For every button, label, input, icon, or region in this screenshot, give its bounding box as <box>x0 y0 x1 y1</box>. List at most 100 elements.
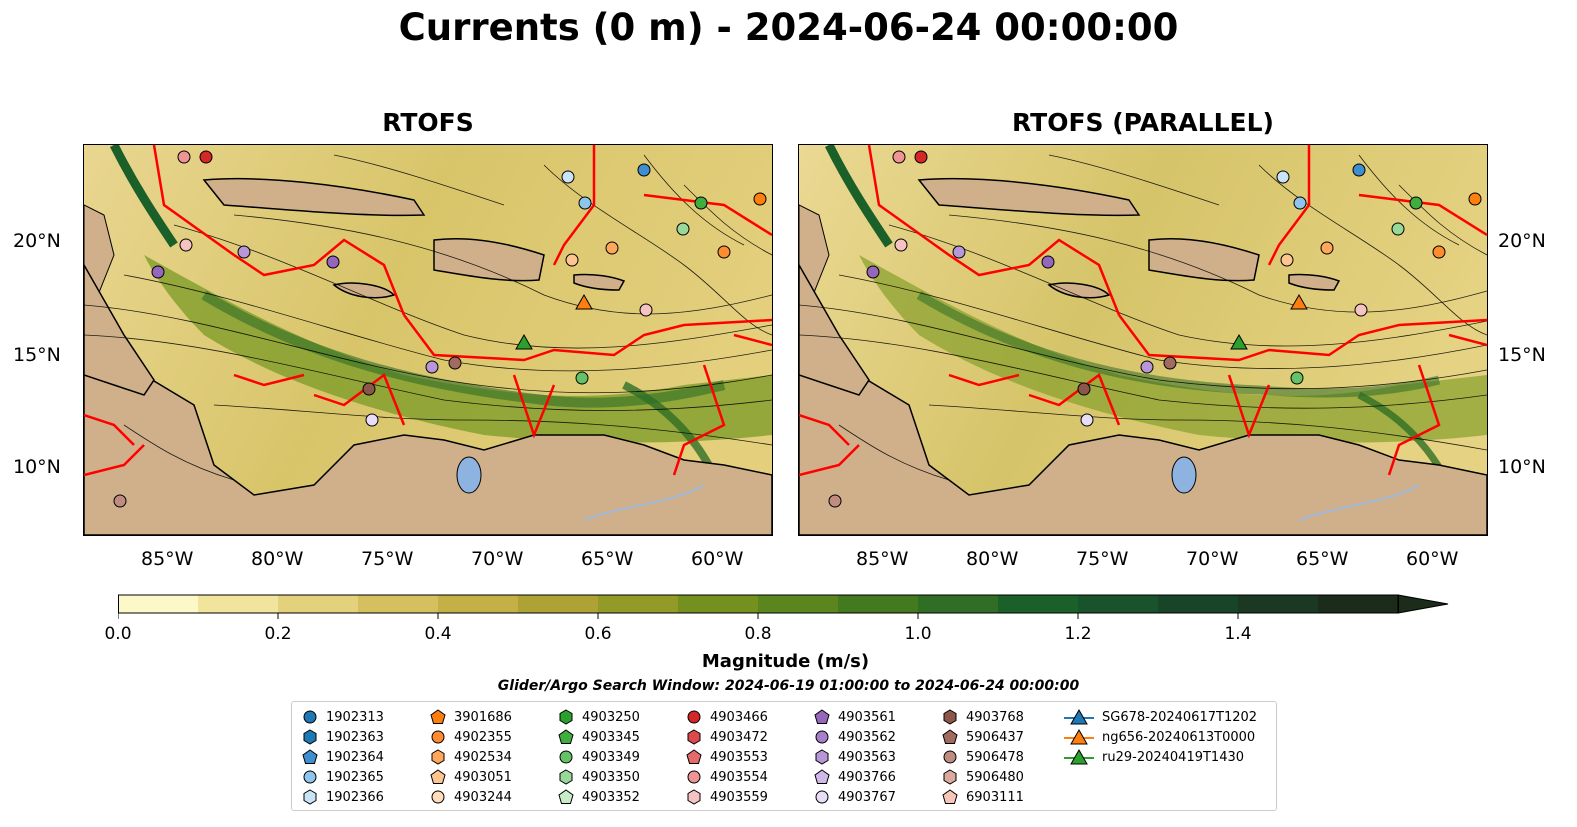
lat-label-10n: 10°N <box>1498 456 1546 478</box>
legend-label: 1902364 <box>326 749 384 765</box>
colorbar-tick-label: 0.2 <box>264 624 292 644</box>
legend-marker-hexagon <box>431 749 445 765</box>
legend-item: 4903561 <box>814 707 896 727</box>
colorbar-segment <box>118 595 199 613</box>
panel-title: RTOFS (PARALLEL) <box>1012 108 1274 137</box>
colorbar-segment <box>278 595 359 613</box>
land-hispaniola <box>433 237 545 282</box>
lon-label-65w: 65°W <box>581 548 634 570</box>
legend-marker-triangle <box>1064 729 1094 745</box>
legend-marker-triangle <box>1064 749 1094 765</box>
legend-label: 4903766 <box>838 769 896 785</box>
legend-label: 1902363 <box>326 729 384 745</box>
river <box>583 484 705 521</box>
legend-label: 4903472 <box>710 729 768 745</box>
lon-label-75w: 75°W <box>1076 548 1129 570</box>
colorbar-label: Magnitude (m/s) <box>701 651 870 672</box>
panel-title: RTOFS <box>382 108 474 137</box>
legend-label: 4903767 <box>838 789 896 805</box>
legend-marker-pentagon <box>942 729 958 744</box>
land-central-america <box>84 263 155 396</box>
map-rtofs-parallel <box>798 144 1488 536</box>
colorbar-segment <box>1158 595 1239 613</box>
legend-marker-pentagon <box>430 769 446 784</box>
legend-label: SG678-20240617T1202 <box>1102 709 1258 725</box>
current-map-svg <box>84 145 772 535</box>
colorbar-segment <box>758 595 839 613</box>
legend-marker-pentagon <box>558 789 574 804</box>
legend-item: 4903553 <box>686 747 768 767</box>
figure-title: Currents (0 m) - 2024-06-24 00:00:00 <box>398 6 1179 49</box>
streamlines <box>84 154 772 481</box>
legend-marker-circle <box>303 710 317 724</box>
colorbar-segment <box>1238 595 1319 613</box>
colorbar-segment <box>518 595 599 613</box>
legend-item: 4903250 <box>558 707 640 727</box>
legend-item: 4903350 <box>558 767 640 787</box>
colorbar-segment <box>678 595 759 613</box>
colorbar-tick-label: 0.8 <box>744 624 772 644</box>
legend-marker-circle <box>815 730 829 744</box>
legend-label: 4903349 <box>582 749 640 765</box>
legend-marker-pentagon <box>814 769 830 784</box>
legend-marker-pentagon <box>558 729 574 744</box>
float-markers <box>113 150 767 508</box>
legend-label: 4903563 <box>838 749 896 765</box>
legend-marker-hexagon <box>687 789 701 805</box>
map-rtofs <box>83 144 773 536</box>
land-central-america <box>799 263 870 396</box>
colorbar-segment <box>1318 595 1399 613</box>
legend-item: 4903559 <box>686 787 768 807</box>
lat-label-10n: 10°N <box>13 456 61 478</box>
map-panel-rtofs: RTOFS <box>13 108 773 570</box>
legend-item: 4903244 <box>430 787 512 807</box>
lon-label-75w: 75°W <box>361 548 414 570</box>
float-markers <box>828 150 1482 508</box>
lon-label-85w: 85°W <box>141 548 194 570</box>
legend-item: 4903051 <box>430 767 512 787</box>
legend-label: ru29-20240419T1430 <box>1102 749 1245 765</box>
legend-label: ng656-20240613T0000 <box>1102 729 1256 745</box>
land-puerto-rico <box>1288 273 1341 291</box>
map-panel-rtofs-parallel: RTOFS (PARALLEL) <box>798 108 1546 570</box>
legend-label: 5906437 <box>966 729 1024 745</box>
legend-label: 4903350 <box>582 769 640 785</box>
legend-marker-circle <box>687 770 701 784</box>
legend-label: 4903244 <box>454 789 512 805</box>
legend-item: 1902363 <box>302 727 384 747</box>
current-map-svg <box>799 145 1487 535</box>
land-cuba <box>917 177 1141 217</box>
legend-label: 4903352 <box>582 789 640 805</box>
legend-label: 4903554 <box>710 769 768 785</box>
legend-marker-circle <box>815 790 829 804</box>
legend-marker-circle <box>303 770 317 784</box>
legend-item: SG678-20240617T1202 <box>1064 707 1258 727</box>
colorbar-tick-label: 1.4 <box>1224 624 1252 644</box>
lon-label-80w: 80°W <box>251 548 304 570</box>
legend-marker-pentagon <box>686 749 702 764</box>
legend-marker-circle <box>687 710 701 724</box>
legend-item: 1902313 <box>302 707 384 727</box>
river <box>1298 484 1420 521</box>
colorbar-extend-arrow <box>1397 594 1449 614</box>
colorbar-segment <box>198 595 279 613</box>
legend-label: 4903250 <box>582 709 640 725</box>
legend-marker-hexagon <box>559 769 573 785</box>
lat-label-15n: 15°N <box>13 344 61 366</box>
land-jamaica <box>332 282 396 299</box>
lon-label-60w: 60°W <box>1406 548 1459 570</box>
land-south-america <box>84 364 772 535</box>
colorbar-segment <box>438 595 519 613</box>
lat-label-15n: 15°N <box>1498 344 1546 366</box>
legend-label: 6903111 <box>966 789 1024 805</box>
legend-label: 4903466 <box>710 709 768 725</box>
legend-item: 5906478 <box>942 747 1024 767</box>
lake-maracaibo <box>456 456 482 494</box>
streamlines <box>799 154 1487 481</box>
land-cuba <box>202 177 426 217</box>
colorbar-tick-label: 0.4 <box>424 624 452 644</box>
legend-item: 4903562 <box>814 727 896 747</box>
lon-label-80w: 80°W <box>966 548 1019 570</box>
legend-label: 1902366 <box>326 789 384 805</box>
legend-item: ru29-20240419T1430 <box>1064 747 1245 767</box>
